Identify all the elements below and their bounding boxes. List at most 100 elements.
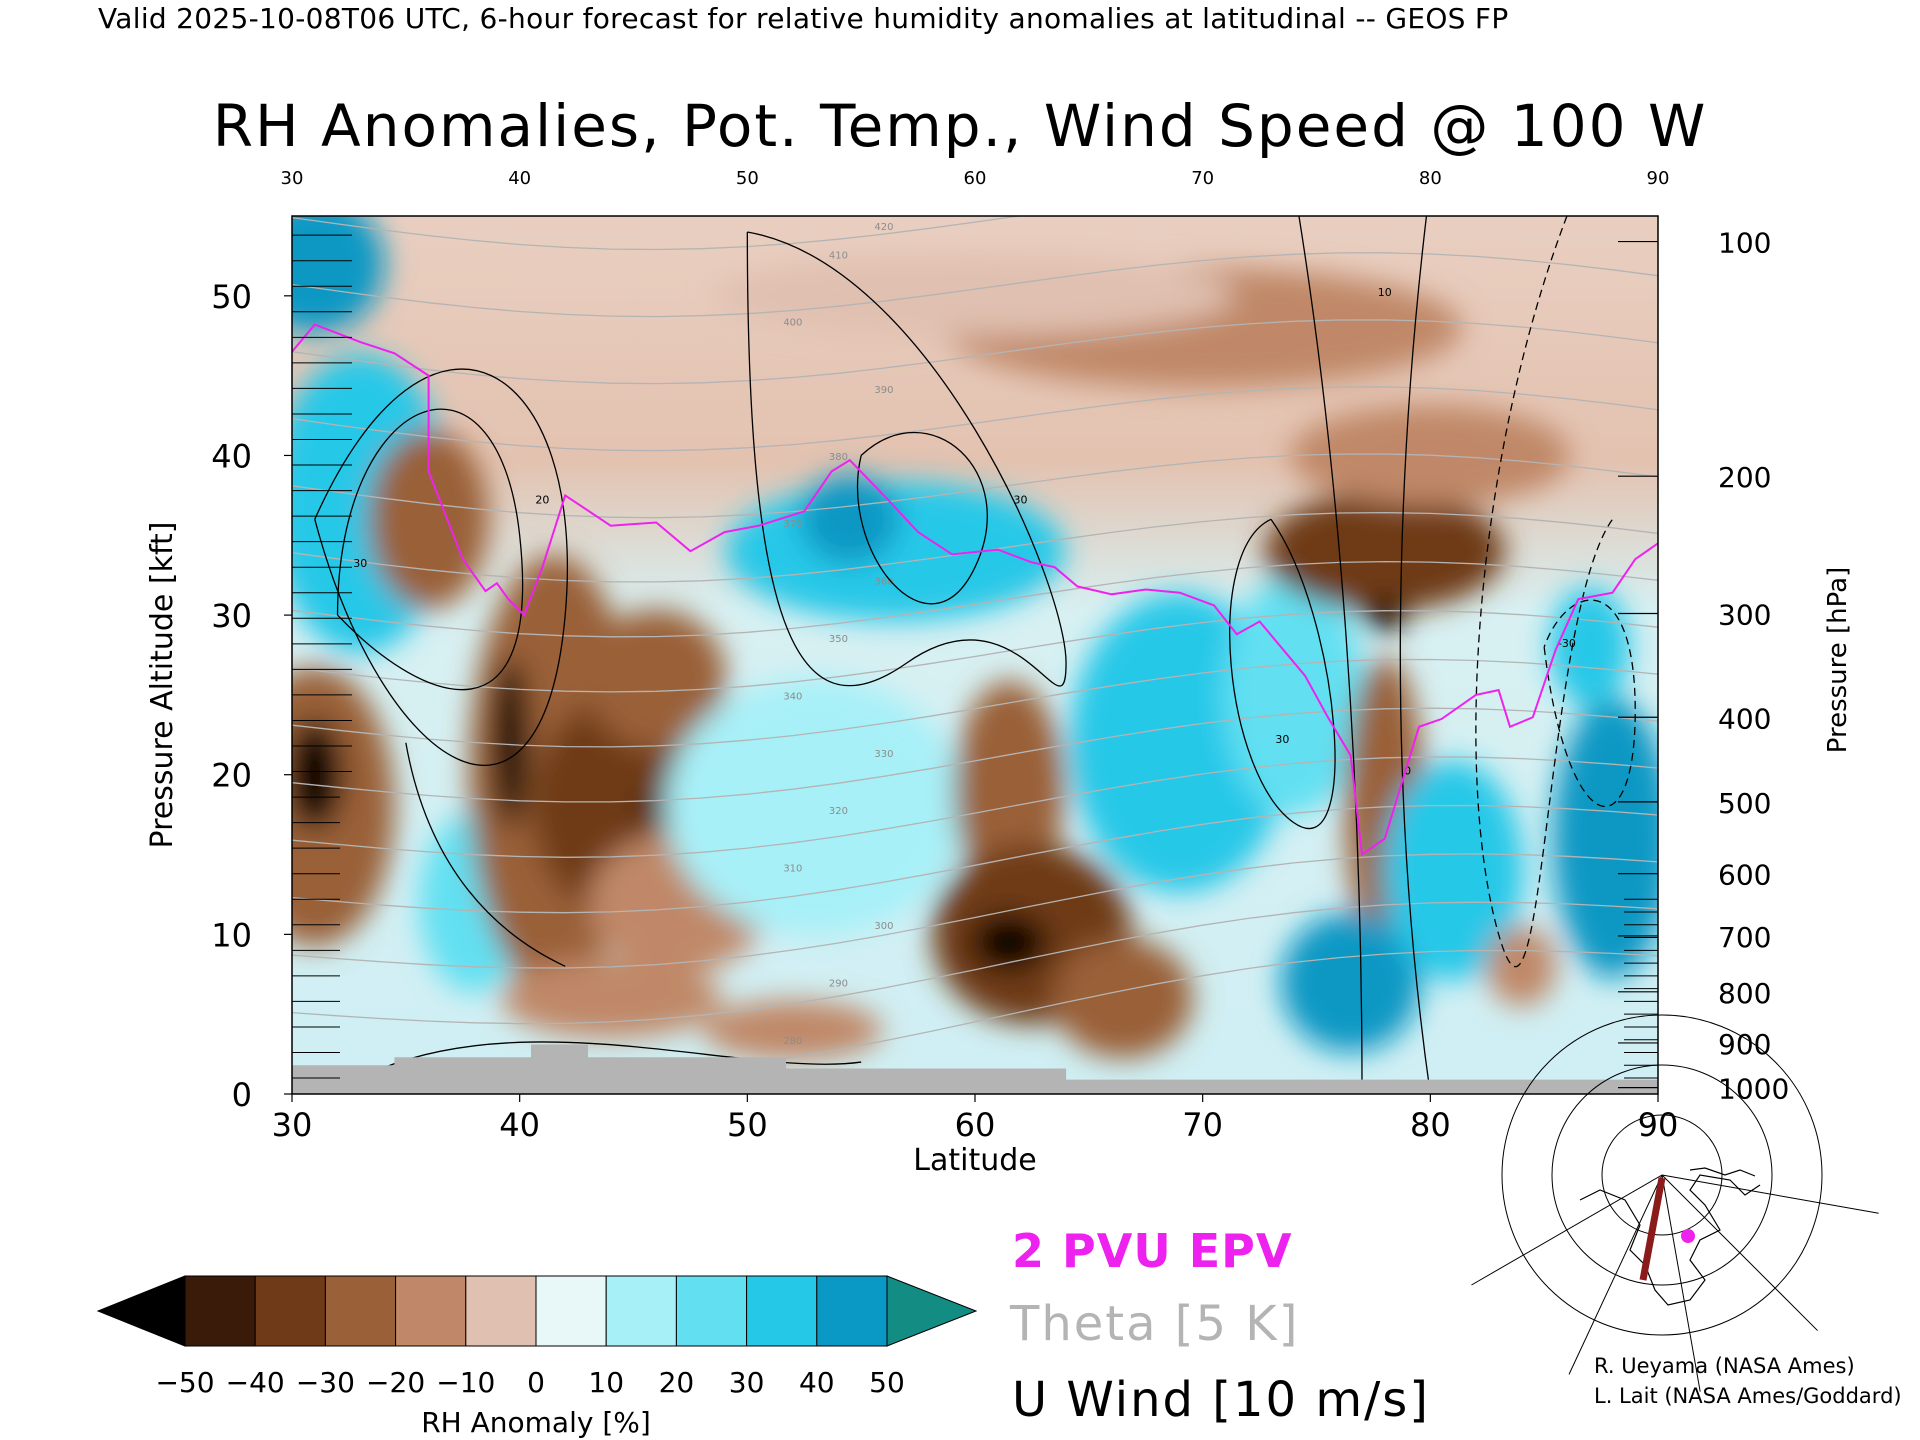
y-axis-label: Pressure Altitude [kft] xyxy=(145,522,180,849)
y-tick-label: 50 xyxy=(211,278,252,316)
colorbar-tick-label: 50 xyxy=(869,1366,905,1399)
rh-anomaly-field xyxy=(292,216,1658,1061)
top-tick-label: 50 xyxy=(736,168,759,189)
x-tick-label: 60 xyxy=(955,1106,996,1144)
u-wind-contour xyxy=(360,1041,862,1079)
theta-contour-label: 290 xyxy=(829,979,848,990)
u-wind-contour-label: 30 xyxy=(1275,733,1289,746)
colorbar-swatch xyxy=(184,1275,256,1347)
colorbar-tick-label: 0 xyxy=(527,1366,545,1399)
map-meridian xyxy=(1661,1174,1701,1392)
top-tick-label: 40 xyxy=(508,168,531,189)
rh-anomaly-cell xyxy=(586,608,727,749)
credit-line-2: L. Lait (NASA Ames/Goddard) xyxy=(1594,1384,1902,1408)
colorbar-swatch xyxy=(605,1275,677,1347)
u-wind-contour-negative xyxy=(1543,599,1636,808)
colorbar-swatch xyxy=(324,1275,397,1347)
theta-contour xyxy=(292,707,1658,803)
credit-line-1: R. Ueyama (NASA Ames) xyxy=(1594,1354,1855,1378)
theta-contour-label: 400 xyxy=(783,318,802,329)
u-wind-contour-label: -30 xyxy=(1558,637,1576,650)
theta-contour xyxy=(292,453,1658,519)
theta-contour xyxy=(292,560,1658,638)
x-tick-label: 40 xyxy=(499,1106,540,1144)
rh-anomaly-cell xyxy=(1383,760,1524,981)
y2-axis-label: Pressure [hPa] xyxy=(1823,567,1853,754)
top-tick-label: 80 xyxy=(1419,168,1442,189)
rh-anomaly-cell xyxy=(1264,491,1505,612)
pressure-tick-label: 200 xyxy=(1718,461,1771,494)
rh-anomaly-cell xyxy=(1362,599,1407,632)
x-axis-label: Latitude xyxy=(913,1143,1036,1178)
pressure-tick-label: 800 xyxy=(1718,977,1771,1010)
u-wind-contour xyxy=(746,231,1067,687)
colorbar-swatch xyxy=(535,1275,607,1347)
colorbar-low-arrow xyxy=(96,1275,186,1347)
theta-contour-label: 370 xyxy=(783,519,802,530)
theta-contour xyxy=(292,853,1658,969)
theta-contour-label: 310 xyxy=(783,864,802,875)
colorbar-swatch xyxy=(816,1275,888,1347)
rh-anomaly-cell xyxy=(492,657,529,828)
map-meridian xyxy=(1471,1174,1663,1286)
rh-anomaly-cell xyxy=(634,798,655,815)
x-tick-label: 90 xyxy=(1638,1106,1679,1144)
rh-anomaly-cell xyxy=(292,719,343,830)
legend-pv-label: 2 PVU EPV xyxy=(1012,1224,1293,1278)
u-wind-contour xyxy=(1298,216,1363,1094)
y-tick-label: 30 xyxy=(211,597,252,635)
top-tick-label: 60 xyxy=(964,168,987,189)
u-wind-contour xyxy=(336,408,524,691)
colorbar-tick-label: −50 xyxy=(155,1366,214,1399)
y-tick-label: 10 xyxy=(211,916,252,954)
theta-contour xyxy=(292,386,1658,452)
theta-contour-label: 330 xyxy=(874,749,893,760)
y-tick-label: 40 xyxy=(211,437,252,475)
colorbar-swatch xyxy=(746,1275,818,1347)
x-tick-label: 80 xyxy=(1410,1106,1451,1144)
theta-contour-label: 410 xyxy=(829,251,848,262)
top-tick-label: 30 xyxy=(281,168,304,189)
rh-anomaly-cell xyxy=(1223,574,1364,815)
rh-anomaly-cell xyxy=(1552,698,1658,979)
pressure-tick-label: 600 xyxy=(1718,859,1771,892)
colorbar-tick-label: 10 xyxy=(588,1366,624,1399)
theta-contour-label: 420 xyxy=(874,222,893,233)
u-wind-contour xyxy=(314,368,569,766)
rh-anomaly-cell xyxy=(500,958,721,1039)
rh-anomaly-cell xyxy=(368,429,489,610)
u-wind-contour-label: 10 xyxy=(1378,286,1392,299)
rh-anomaly-cell xyxy=(971,914,1048,971)
rh-anomaly-cell xyxy=(1486,926,1557,1007)
u-wind-contour-label: 30 xyxy=(1014,493,1028,506)
colorbar-swatch xyxy=(465,1275,537,1347)
u-wind-contour xyxy=(1229,518,1336,830)
colorbar-tick-label: −30 xyxy=(296,1366,355,1399)
theta-contour xyxy=(292,216,1024,251)
pressure-tick-label: 300 xyxy=(1718,598,1771,631)
map-meridian xyxy=(1661,1174,1879,1214)
map-meridian xyxy=(1568,1174,1663,1375)
theta-contours: 2802903003103203303403503603703803904004… xyxy=(292,216,1658,1081)
pressure-tick-label: 400 xyxy=(1718,702,1771,735)
location-map xyxy=(1471,1014,1879,1392)
y-tick-label: 0 xyxy=(232,1076,252,1114)
colorbar-high-arrow xyxy=(886,1275,978,1347)
colorbar-tick-label: 20 xyxy=(659,1366,695,1399)
u-wind-contour xyxy=(405,742,566,967)
x-tick-label: 70 xyxy=(1182,1106,1223,1144)
u-wind-contour-negative xyxy=(1475,216,1614,968)
header-text: Valid 2025-10-08T06 UTC, 6-hour forecast… xyxy=(98,2,1509,35)
pressure-tick-label: 700 xyxy=(1718,921,1771,954)
rh-anomaly-cell xyxy=(1052,938,1193,1059)
pressure-tick-label: 100 xyxy=(1718,227,1771,260)
colorbar-label: RH Anomaly [%] xyxy=(421,1406,651,1439)
map-latitude-ring xyxy=(1601,1114,1723,1236)
colorbar-tick-label: −20 xyxy=(366,1366,425,1399)
u-wind-contour xyxy=(1399,216,1431,1094)
map-latitude-ring xyxy=(1551,1064,1773,1286)
theta-contour xyxy=(292,756,1658,858)
colorbar-tick-label: 40 xyxy=(799,1366,835,1399)
theta-contour xyxy=(292,252,1658,318)
